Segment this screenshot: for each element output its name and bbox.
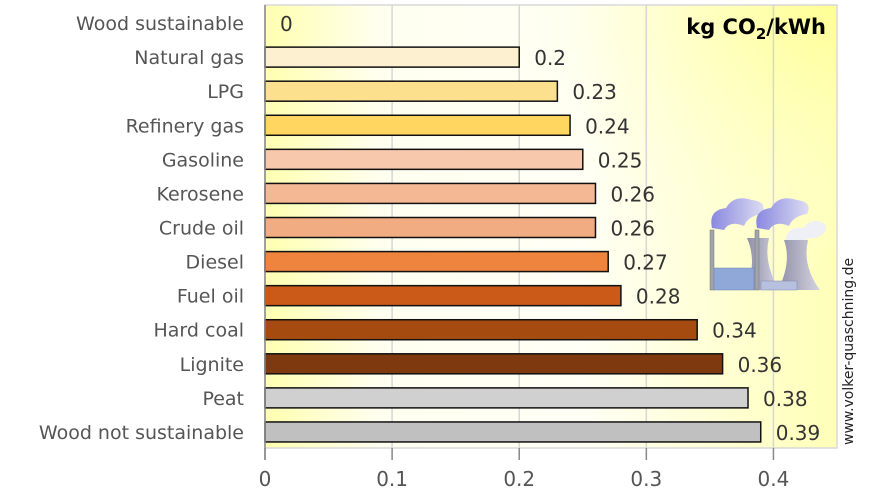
value-label: 0.26 (610, 182, 655, 206)
value-label: 0.34 (712, 319, 757, 343)
category-label: Hard coal (153, 320, 244, 342)
bar (264, 182, 597, 205)
unit-label: kg CO2/kWh (686, 15, 826, 43)
bar (264, 353, 724, 375)
value-label: 0.28 (636, 285, 681, 309)
category-label: Peat (202, 388, 244, 410)
value-label: 0.26 (610, 217, 655, 241)
value-label: 0.27 (623, 251, 668, 275)
category-label: Crude oil (159, 218, 244, 240)
watermark: www.volker-quaschning.de (841, 257, 857, 445)
value-label: 0 (280, 12, 293, 36)
bar (264, 80, 559, 102)
category-label: Natural gas (134, 47, 244, 69)
category-label: Wood sustainable (76, 13, 244, 35)
bar (264, 421, 762, 443)
bar (264, 284, 622, 307)
category-label: Gasoline (162, 149, 244, 171)
bar (264, 250, 609, 273)
category-label: Lignite (180, 354, 244, 376)
bar (264, 318, 698, 341)
category-label: Diesel (186, 252, 244, 274)
value-label: 0.25 (598, 148, 643, 172)
bar (264, 148, 584, 171)
bar (264, 216, 597, 239)
value-label: 0.39 (776, 421, 821, 445)
bar (264, 387, 749, 409)
power-plant-icon (709, 198, 826, 291)
x-tick-label: 0.3 (630, 467, 662, 491)
value-label: 0.23 (572, 80, 617, 104)
value-label: 0.2 (534, 46, 566, 70)
value-label: 0.36 (738, 353, 783, 377)
category-label: LPG (207, 81, 244, 103)
value-label: 0.38 (763, 387, 808, 411)
category-label: Kerosene (156, 183, 244, 205)
bar (264, 46, 520, 68)
bar (264, 114, 571, 137)
x-tick-label: 0.2 (503, 467, 535, 491)
category-label: Refinery gas (126, 115, 244, 137)
category-label: Wood not sustainable (39, 422, 244, 444)
x-tick-label: 0.4 (758, 467, 790, 491)
value-label: 0.24 (585, 114, 630, 138)
category-label: Fuel oil (177, 286, 244, 308)
x-tick-label: 0.1 (376, 467, 408, 491)
x-tick-label: 0 (259, 467, 272, 491)
